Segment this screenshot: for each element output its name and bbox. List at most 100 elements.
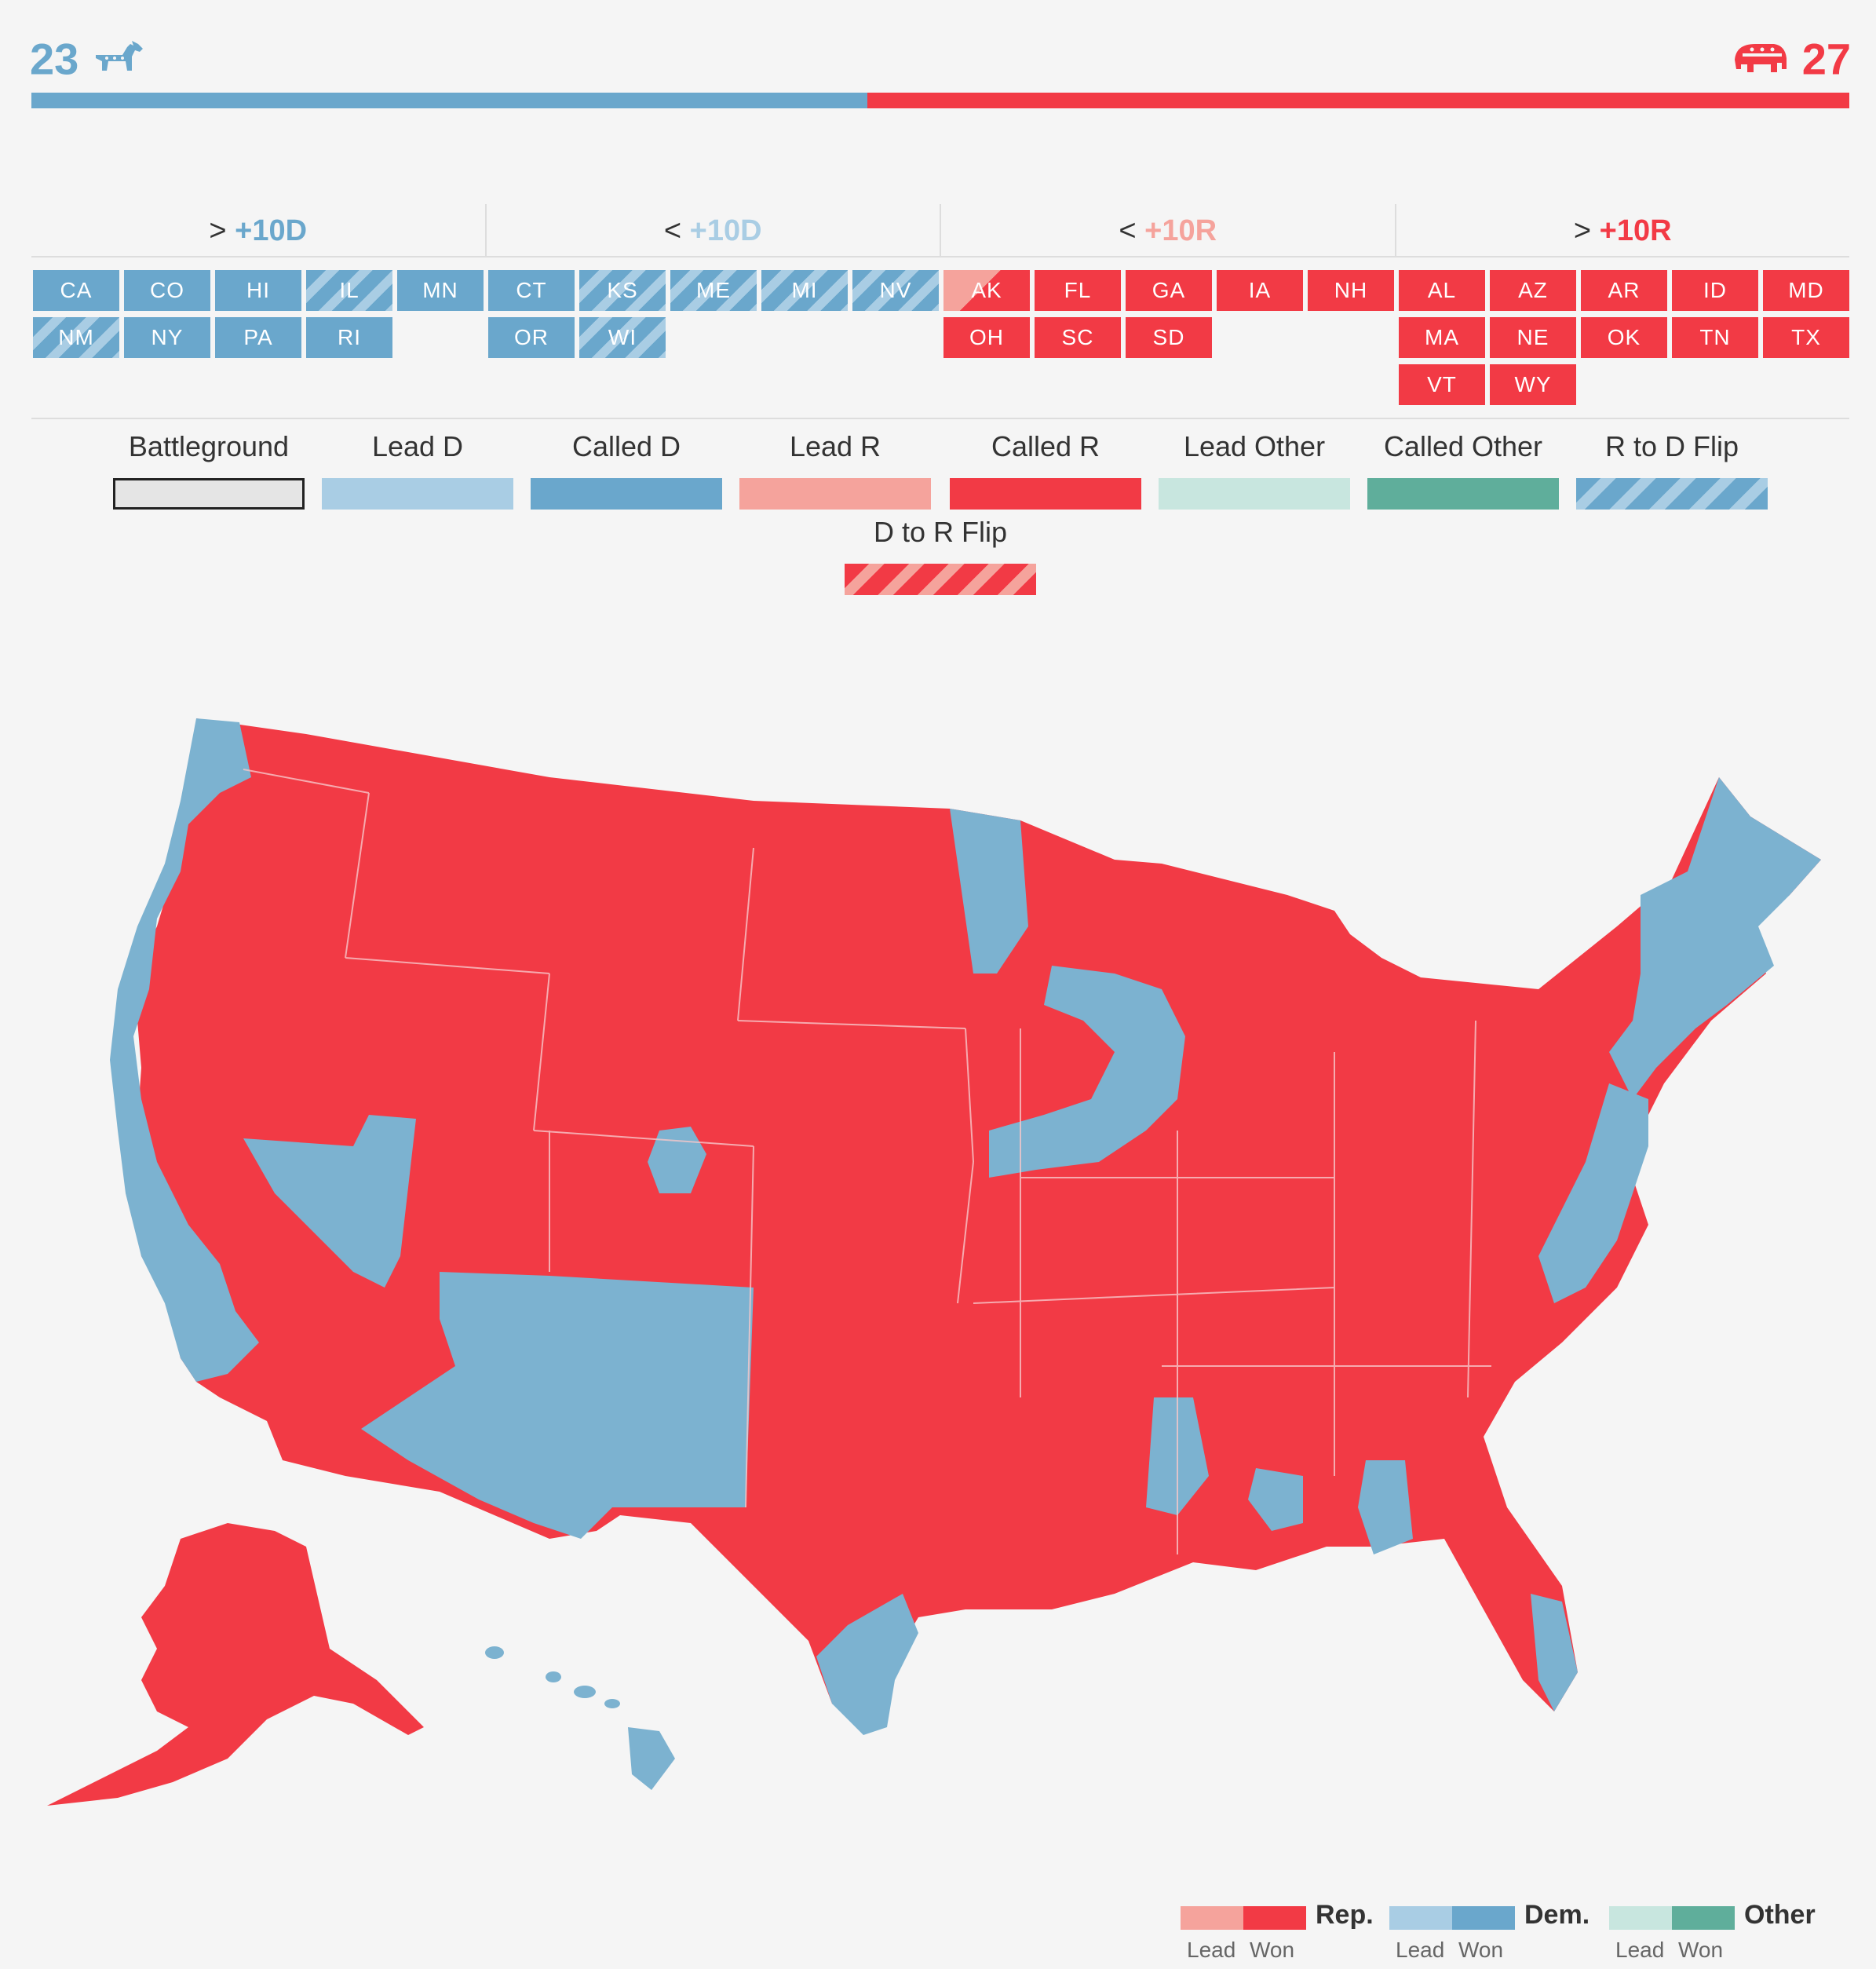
key-won: Won xyxy=(1678,1938,1724,1962)
state-tile-nm[interactable]: NM xyxy=(33,317,119,358)
legend-swatch xyxy=(1159,478,1350,510)
category-label: +10R xyxy=(1599,214,1672,247)
state-tile-mi[interactable]: MI xyxy=(761,270,848,311)
region-denver-dem[interactable] xyxy=(648,1127,706,1193)
elephant-icon xyxy=(1735,44,1787,73)
legend-label: Battleground xyxy=(128,430,290,462)
category-prefix: > xyxy=(209,214,227,247)
region-minnesota-dem[interactable] xyxy=(950,809,1028,974)
seat-balance-bar xyxy=(31,93,1849,108)
state-tile-hi[interactable]: HI xyxy=(215,270,301,311)
key-won: Won xyxy=(1250,1938,1295,1962)
legend-lead-other: Lead Other xyxy=(1159,425,1350,510)
region-midwest-dem[interactable] xyxy=(989,966,1185,1178)
state-tile-sc[interactable]: SC xyxy=(1035,317,1121,358)
key-label-other: Other xyxy=(1744,1900,1816,1930)
state-tile-nh[interactable]: NH xyxy=(1308,270,1394,311)
region-new-england-dem[interactable] xyxy=(1609,777,1821,1099)
state-tile-ar[interactable]: AR xyxy=(1581,270,1667,311)
legend-label: Called R xyxy=(991,430,1100,462)
margin-categories: > +10D < +10D < +10R > +10R xyxy=(31,204,1849,258)
state-tile-sd[interactable]: SD xyxy=(1126,317,1212,358)
state-tile-me[interactable]: ME xyxy=(670,270,757,311)
region-mid-atlantic-dem[interactable] xyxy=(1538,1083,1648,1303)
key-swatch-dem-lead xyxy=(1389,1906,1452,1930)
state-tile-nv[interactable]: NV xyxy=(852,270,939,311)
rep-score: 27 xyxy=(1732,30,1851,85)
state-tile-il[interactable]: IL xyxy=(306,270,392,311)
rep-bar-fill xyxy=(867,93,1849,108)
state-tile-ma[interactable]: MA xyxy=(1399,317,1485,358)
key-swatch-other-lead xyxy=(1609,1906,1672,1930)
category-lean-d: < +10D xyxy=(487,204,941,258)
region-az-nm-dem[interactable] xyxy=(361,1272,754,1539)
region-west-coast-dem[interactable] xyxy=(110,718,259,1382)
divider xyxy=(31,418,1849,419)
state-tile-fl[interactable]: FL xyxy=(1035,270,1121,311)
state-tile-az[interactable]: AZ xyxy=(1490,270,1576,311)
region-southwest-dem[interactable] xyxy=(243,1115,416,1288)
state-tile-ct[interactable]: CT xyxy=(488,270,575,311)
category-prefix: < xyxy=(1119,214,1137,247)
state-tile-ga[interactable]: GA xyxy=(1126,270,1212,311)
key-swatch-other-won xyxy=(1672,1906,1735,1930)
region-south-florida-dem[interactable] xyxy=(1531,1594,1578,1711)
dem-bar-fill xyxy=(31,93,868,108)
state-tile-wi[interactable]: WI xyxy=(579,317,666,358)
state-tile-al[interactable]: AL xyxy=(1399,270,1485,311)
region-south-texas-dem[interactable] xyxy=(816,1594,918,1735)
contiguous-us xyxy=(110,718,1821,1735)
category-label: +10D xyxy=(235,214,308,247)
state-tile-mn[interactable]: MN xyxy=(397,270,484,311)
legend-swatch xyxy=(739,478,931,510)
legend-swatch xyxy=(322,478,513,510)
state-tile-tx[interactable]: TX xyxy=(1763,317,1849,358)
state-tile-ok[interactable]: OK xyxy=(1581,317,1667,358)
state-tile-pa[interactable]: PA xyxy=(215,317,301,358)
key-lead: Lead xyxy=(1615,1938,1665,1962)
state-tile-ne[interactable]: NE xyxy=(1490,317,1576,358)
category-lean-r: < +10R xyxy=(941,204,1396,258)
legend-label: D to R Flip xyxy=(873,516,1008,548)
legend-called-d: Called D xyxy=(531,425,722,510)
legend-called-r: Called R xyxy=(950,425,1141,510)
legend-lead-d: Lead D xyxy=(322,425,513,510)
key-lead: Lead xyxy=(1396,1938,1445,1962)
legend-label: Called Other xyxy=(1383,430,1543,462)
state-tile-ca[interactable]: CA xyxy=(33,270,119,311)
legend-swatch xyxy=(113,478,305,510)
state-tile-id[interactable]: ID xyxy=(1672,270,1758,311)
region-georgia-dem[interactable] xyxy=(1248,1468,1303,1531)
legend-called-other: Called Other xyxy=(1367,425,1559,510)
legend-label: R to D Flip xyxy=(1604,430,1739,462)
category-strong-d: > +10D xyxy=(31,204,487,258)
state-tile-ia[interactable]: IA xyxy=(1217,270,1303,311)
legend-r-to-d-flip: R to D Flip xyxy=(1576,425,1768,510)
category-label: +10D xyxy=(689,214,762,247)
category-label: +10R xyxy=(1144,214,1217,247)
state-tile-or[interactable]: OR xyxy=(488,317,575,358)
legend-label: Lead Other xyxy=(1183,430,1326,462)
legend-label: Lead R xyxy=(789,430,881,462)
hawaii-map[interactable] xyxy=(485,1646,675,1790)
legend-label: Lead D xyxy=(371,430,464,462)
state-tile-ny[interactable]: NY xyxy=(124,317,210,358)
dem-score: 23 xyxy=(30,30,149,85)
alaska-map[interactable] xyxy=(47,1523,424,1806)
state-tile-oh[interactable]: OH xyxy=(943,317,1030,358)
state-tile-ri[interactable]: RI xyxy=(306,317,392,358)
state-tile-wy[interactable]: WY xyxy=(1490,364,1576,405)
legend-swatch xyxy=(531,478,722,510)
state-tile-vt[interactable]: VT xyxy=(1399,364,1485,405)
state-tile-md[interactable]: MD xyxy=(1763,270,1849,311)
legend-label: Called D xyxy=(571,430,681,462)
legend-battleground: Battleground xyxy=(113,425,305,510)
state-tile-ks[interactable]: KS xyxy=(579,270,666,311)
key-label-dem: Dem. xyxy=(1524,1900,1590,1930)
region-alabama-dem[interactable] xyxy=(1358,1460,1413,1554)
state-tile-tn[interactable]: TN xyxy=(1672,317,1758,358)
legend-swatch xyxy=(845,564,1036,595)
state-tile-ak[interactable]: AK xyxy=(943,270,1030,311)
state-tile-co[interactable]: CO xyxy=(124,270,210,311)
category-strong-r: > +10R xyxy=(1396,204,1850,258)
